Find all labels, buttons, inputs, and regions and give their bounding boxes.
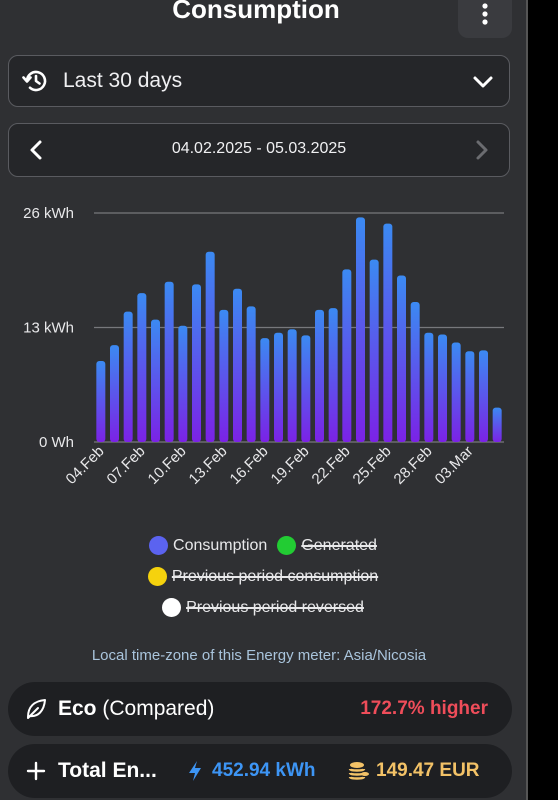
x-tick-label: 13.Feb	[186, 443, 231, 488]
eco-title-bold: Eco	[58, 697, 97, 720]
chart-bar[interactable]	[397, 275, 406, 442]
x-tick-label: 16.Feb	[227, 443, 272, 488]
chart-bar[interactable]	[96, 360, 106, 442]
x-tick-label: 03.Mar	[432, 443, 477, 488]
chart-bar[interactable]	[260, 338, 270, 442]
chart-bar[interactable]	[424, 332, 434, 442]
chart-bar[interactable]	[233, 288, 242, 442]
side-panel-edge	[526, 0, 558, 800]
chart-bar[interactable]	[123, 311, 133, 442]
chevron-down-icon	[473, 76, 493, 88]
chart-bar[interactable]	[110, 345, 119, 442]
chevron-left-icon[interactable]	[25, 138, 47, 162]
chart-bar[interactable]	[369, 259, 379, 442]
total-energy-card[interactable]: Total En... 452.94 kWh 149.47 EUR	[8, 744, 512, 798]
legend-label-generated: Generated	[301, 536, 377, 554]
page-title: Consumption	[172, 0, 340, 24]
eco-comparison-value: 172.7% higher	[360, 698, 488, 719]
chart-bar[interactable]	[151, 319, 160, 442]
total-cost-value: 149.47 EUR	[348, 760, 480, 782]
chart-bar[interactable]	[492, 407, 502, 442]
legend-row-2: Previous period consumption	[0, 567, 526, 586]
eco-title: Eco (Compared)	[58, 697, 214, 721]
chart-bar[interactable]	[342, 269, 352, 442]
date-range-text: 04.02.2025 - 05.03.2025	[171, 140, 347, 157]
legend-label-consumption: Consumption	[173, 536, 268, 554]
lightning-icon	[189, 761, 201, 781]
chart-bar[interactable]	[219, 309, 229, 442]
legend-item-previous-consumption[interactable]: Previous period consumption	[147, 567, 379, 586]
chart-bar[interactable]	[465, 351, 475, 442]
legend-label-previous-consumption: Previous period consumption	[171, 567, 379, 585]
leaf-icon	[24, 697, 48, 721]
chart-bar[interactable]	[192, 284, 201, 442]
chart-bar[interactable]	[205, 251, 215, 442]
legend-item-consumption[interactable]: Consumption	[149, 536, 267, 555]
chart-bar[interactable]	[287, 329, 297, 442]
chart-bar[interactable]	[410, 301, 420, 442]
x-tick-label: 19.Feb	[268, 443, 313, 488]
total-cost-eur: 149.47 EUR	[376, 760, 480, 781]
x-tick-label: 07.Feb	[104, 443, 149, 488]
chevron-right-icon[interactable]	[471, 138, 493, 162]
more-vertical-icon	[482, 3, 488, 25]
history-icon	[22, 70, 47, 92]
legend-item-previous-reversed[interactable]: Previous period reversed	[162, 598, 364, 617]
x-tick-label: 28.Feb	[391, 443, 436, 488]
legend-label-previous-reversed: Previous period reversed	[186, 598, 364, 616]
chart-bar[interactable]	[178, 325, 188, 442]
x-tick-label: 25.Feb	[350, 443, 395, 488]
legend-dot-previous-reversed	[162, 598, 182, 617]
more-menu-button[interactable]	[458, 0, 512, 38]
legend-dot-previous-consumption	[147, 567, 167, 586]
y-tick-label: 13 kWh	[23, 320, 74, 337]
coins-icon	[348, 762, 369, 780]
chart-bar[interactable]	[438, 334, 447, 442]
total-energy-value: 452.94 kWh	[186, 760, 316, 782]
chart-bar[interactable]	[246, 306, 256, 442]
chart-bar[interactable]	[451, 342, 461, 442]
chart-bar[interactable]	[356, 217, 365, 442]
chart-bar[interactable]	[315, 309, 324, 442]
period-label: Last 30 days	[63, 69, 183, 92]
date-range-navigator: 04.02.2025 - 05.03.2025	[8, 123, 510, 177]
total-energy-kwh: 452.94 kWh	[212, 760, 316, 781]
timezone-note: Local time-zone of this Energy meter: As…	[91, 647, 427, 664]
legend-item-generated[interactable]: Generated	[277, 536, 377, 555]
legend-row-3: Previous period reversed	[0, 598, 526, 617]
legend-dot-generated	[277, 536, 297, 555]
total-energy-title: Total En...	[58, 759, 157, 782]
chart-bar[interactable]	[479, 350, 488, 442]
x-tick-label: 22.Feb	[309, 443, 354, 488]
chart-bar[interactable]	[164, 281, 174, 442]
legend-dot-consumption	[149, 536, 169, 555]
chart-bar[interactable]	[274, 332, 283, 442]
chart-bar[interactable]	[383, 223, 393, 442]
chart-bar[interactable]	[328, 308, 338, 442]
y-tick-label: 0 Wh	[39, 434, 74, 451]
chart-bar[interactable]	[137, 293, 147, 442]
y-tick-label: 26 kWh	[23, 205, 74, 222]
legend-row-1: Consumption Generated	[0, 536, 526, 555]
period-select[interactable]: Last 30 days	[8, 55, 510, 107]
eco-title-rest: (Compared)	[102, 697, 215, 720]
x-tick-label: 10.Feb	[145, 443, 190, 488]
chart-bar[interactable]	[301, 335, 311, 442]
eco-card[interactable]: Eco (Compared) 172.7% higher	[8, 682, 512, 736]
plus-icon	[24, 759, 48, 783]
